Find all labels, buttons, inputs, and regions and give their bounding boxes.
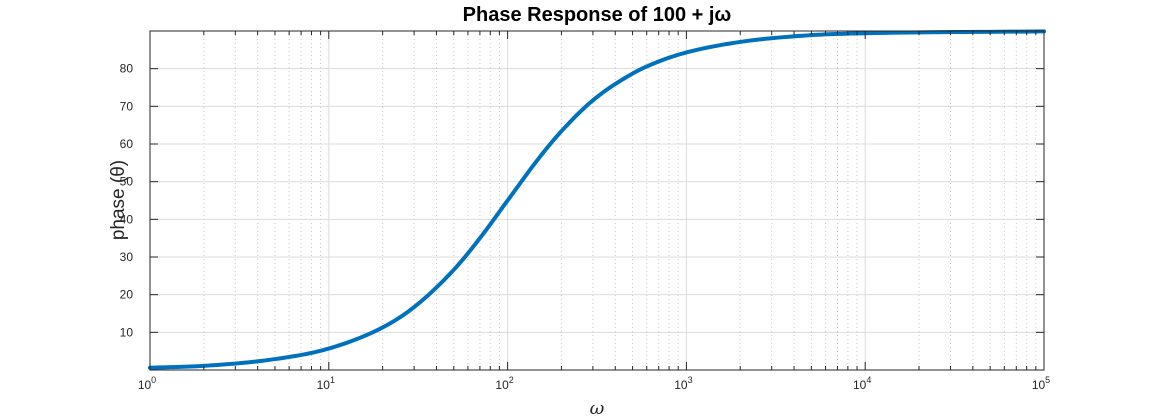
x-tick-label: 103 <box>674 375 692 392</box>
x-axis-label: ω <box>590 398 605 419</box>
minor-grid <box>203 31 1037 370</box>
x-tick-label: 101 <box>317 375 335 392</box>
axes-box <box>149 30 1045 371</box>
x-tick-label: 100 <box>138 375 156 392</box>
x-tick-label: 105 <box>1032 375 1050 392</box>
x-tick-label: 104 <box>853 375 871 392</box>
y-tick-label: 80 <box>120 62 134 76</box>
y-tick-label: 40 <box>120 212 134 226</box>
chart-title: Phase Response of 100 + jω <box>463 4 732 26</box>
y-tick-label: 60 <box>120 137 134 151</box>
phase-series <box>148 29 1046 370</box>
plot-area <box>150 31 1044 370</box>
y-tick-label: 10 <box>120 325 134 339</box>
y-tick-label: 20 <box>120 288 134 302</box>
y-tick-label: 30 <box>120 250 134 264</box>
x-tick-label: 102 <box>495 375 513 392</box>
phase-line <box>148 29 1046 370</box>
tick-marks <box>149 31 1045 370</box>
y-tick-label: 70 <box>120 99 134 113</box>
y-tick-labels: 10 20 30 40 50 60 70 80 <box>120 62 134 340</box>
y-tick-label: 50 <box>120 175 134 189</box>
y-axis-label: phase (θ) <box>108 160 129 240</box>
x-tick-labels: 100 101 102 103 104 105 <box>138 375 1050 392</box>
